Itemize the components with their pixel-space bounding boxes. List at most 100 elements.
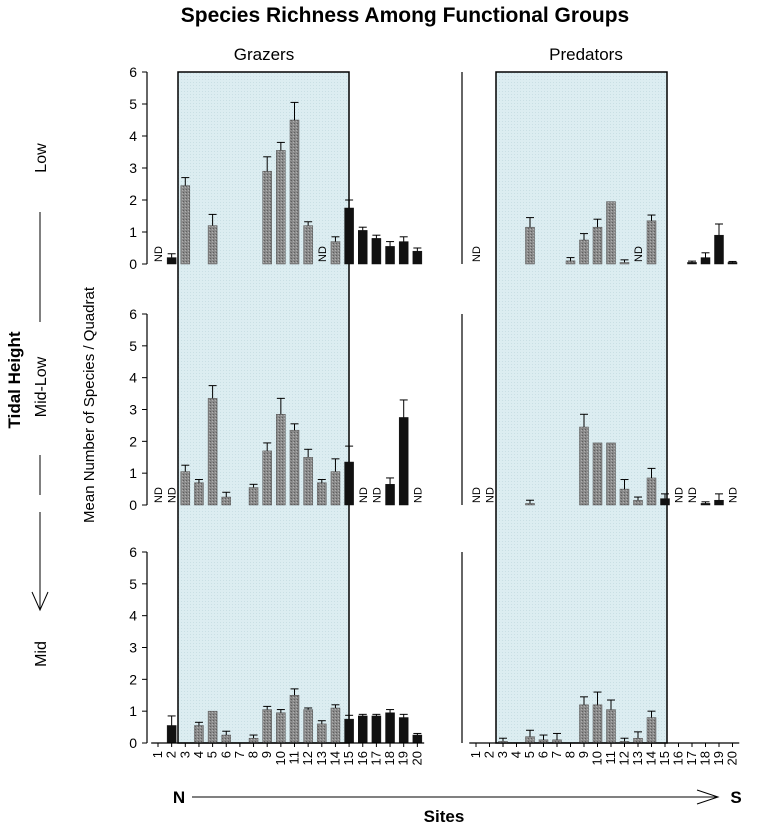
bar-site-13 [633,499,643,506]
y-tick-label: 2 [129,433,137,449]
x-tick-label: 9 [259,751,274,758]
tidal-height-label: Tidal Height [5,331,24,428]
bar-site-8 [248,737,259,744]
bar-site-18 [700,257,711,265]
y-tick-label: 2 [129,671,137,687]
bar-site-13 [317,723,327,744]
bar-site-17 [687,262,697,265]
y-tick-label: 0 [129,735,137,751]
bar-site-11 [606,442,616,506]
bar-site-12 [303,225,313,265]
x-tick-label: 17 [684,751,699,765]
x-tick-label: 20 [725,751,740,765]
bar-site-10 [276,712,286,744]
y-tick-label: 5 [129,576,137,592]
bar-site-17 [371,238,382,265]
bar-site-4 [194,725,204,744]
bar-site-9 [262,450,272,506]
bar-site-3 [180,185,191,265]
bar-site-15 [344,207,354,265]
bar-site-9 [579,426,589,506]
x-axis-label: Sites [424,807,465,826]
bar-site-14 [330,241,341,265]
nd-label: ND [371,487,383,503]
bar-site-6 [221,734,231,744]
panel-grazers-mid: 0 1 2 3 4 5 6 [129,544,423,751]
y-tick-label: 3 [129,640,137,656]
bar-site-11 [289,119,300,265]
nd-label: ND [153,487,165,503]
bar-site-10 [276,414,286,506]
bar-site-13 [317,482,327,506]
bar-site-9 [579,239,589,265]
nd-label: ND [153,246,165,262]
x-tick-label: 18 [382,751,397,765]
y-tick-label: 0 [129,497,137,513]
row-label-mid: Mid [33,641,50,667]
south-label: S [730,788,741,807]
y-tick-label: 0 [129,256,137,272]
x-tick-label: 2 [164,751,179,758]
nd-label: ND [674,487,686,503]
x-tick-label: 6 [536,751,551,758]
y-tick-label: 4 [129,128,137,144]
y-tick-label: 6 [129,306,137,322]
panel-grazers-low: 0 1 2 3 4 5 6 ND ND [129,64,423,272]
bar-site-14 [646,220,657,265]
y-tick-label: 6 [129,64,137,80]
bar-site-15 [660,498,670,506]
bar-site-17 [371,715,382,744]
bar-site-10 [592,704,603,744]
bar-site-19 [398,417,409,506]
x-tick-label: 16 [671,751,686,765]
bar-site-5 [525,736,535,744]
x-tick-label: 1 [468,751,483,758]
column-title-predators: Predators [549,45,623,64]
bar-site-5 [525,226,535,265]
y-tick-label: 5 [129,338,137,354]
x-tick-label: 7 [232,751,247,758]
x-tick-label: 16 [355,751,370,765]
x-tick-label: 6 [218,751,233,758]
nd-label: ND [412,487,424,503]
x-tick-label: 5 [522,751,537,758]
bar-site-3 [180,471,191,506]
y-tick-label: 1 [129,703,137,719]
y-axis-label: Mean Number of Species / Quadrat [81,286,98,523]
x-tick-label: 8 [246,751,261,758]
bar-site-19 [714,234,724,265]
x-tick-label: 10 [273,751,288,765]
bar-site-5 [207,398,218,506]
x-tick-label: 10 [590,751,605,765]
nd-label: ND [317,246,329,262]
x-tick-label: 20 [409,751,424,765]
bar-site-5 [207,710,218,744]
x-tick-label: 11 [603,751,618,765]
bar-site-14 [646,477,657,506]
x-tick-label: 9 [576,751,591,758]
x-tick-label: 19 [396,751,411,765]
nd-label: ND [728,487,740,503]
bar-site-9 [262,709,272,744]
y-tick-label: 1 [129,465,137,481]
bar-site-19 [398,241,409,265]
x-tick-label: 3 [495,751,510,758]
x-tick-label: 14 [327,751,342,765]
panel-predators-mid-low: ND ND ND ND ND [461,314,740,506]
bar-site-4 [194,482,204,506]
tidal-height-arrowhead [31,591,49,612]
nd-label: ND [167,487,179,503]
bar-site-14 [646,717,657,744]
x-tick-label: 18 [698,751,713,765]
x-tick-label: 19 [711,751,726,765]
column-title-grazers: Grazers [234,45,294,64]
x-tick-label: 17 [368,751,383,765]
bar-site-11 [606,201,616,265]
bar-site-9 [579,704,589,744]
nd-label: ND [358,487,370,503]
